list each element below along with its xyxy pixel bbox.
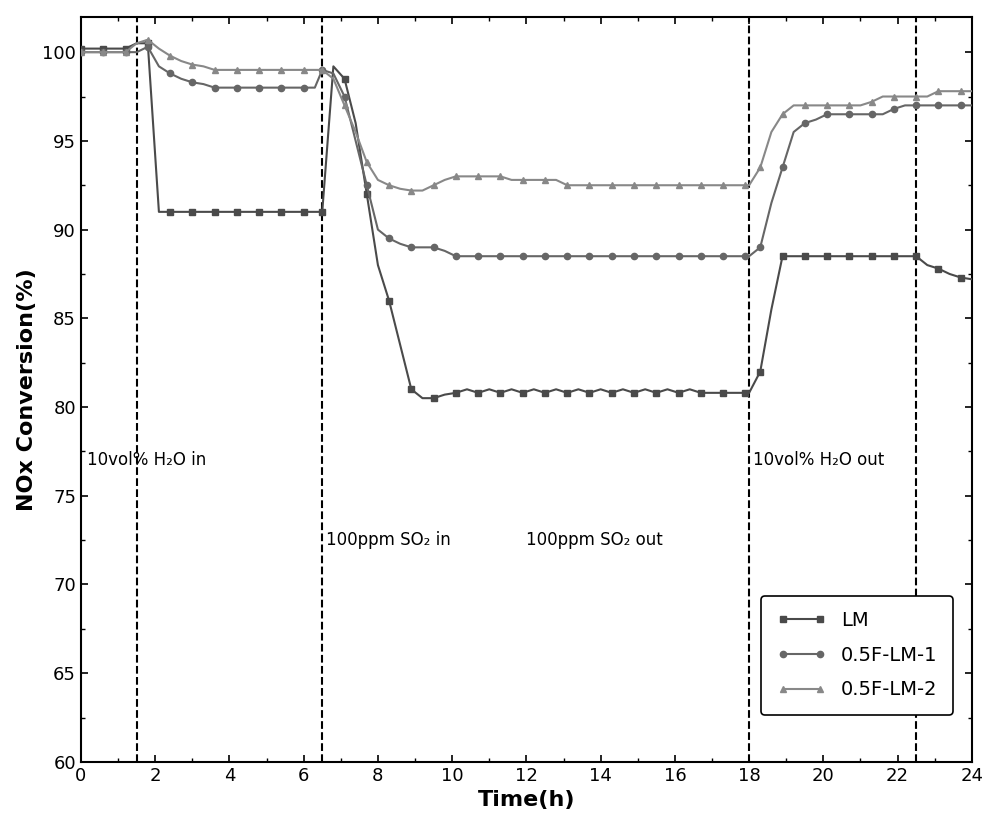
0.5F-LM-2 [405, 185, 417, 195]
0.5F-LM-2 [517, 175, 529, 185]
0.5F-LM-1 [810, 115, 822, 125]
LM [517, 388, 529, 398]
LM [788, 251, 800, 261]
0.5F-LM-1 [327, 69, 339, 79]
LM [339, 74, 351, 84]
0.5F-LM-2 [75, 47, 87, 57]
0.5F-LM-1 [966, 100, 978, 110]
Text: 10vol% H₂O in: 10vol% H₂O in [87, 452, 206, 470]
Line: 0.5F-LM-2: 0.5F-LM-2 [78, 36, 975, 194]
0.5F-LM-2 [142, 35, 154, 45]
LM [327, 61, 339, 71]
0.5F-LM-2 [339, 100, 351, 110]
LM [416, 393, 428, 403]
0.5F-LM-2 [810, 100, 822, 110]
0.5F-LM-1 [450, 251, 462, 261]
Text: 100ppm SO₂ out: 100ppm SO₂ out [526, 531, 663, 549]
0.5F-LM-2 [788, 100, 800, 110]
LM [75, 44, 87, 54]
LM [810, 251, 822, 261]
Y-axis label: NOx Conversion(%): NOx Conversion(%) [17, 268, 37, 510]
Line: LM: LM [78, 41, 975, 401]
0.5F-LM-2 [966, 86, 978, 96]
0.5F-LM-1 [142, 42, 154, 52]
0.5F-LM-1 [788, 127, 800, 137]
0.5F-LM-1 [298, 83, 310, 93]
0.5F-LM-2 [298, 65, 310, 75]
Legend: LM, 0.5F-LM-1, 0.5F-LM-2: LM, 0.5F-LM-1, 0.5F-LM-2 [761, 595, 953, 715]
0.5F-LM-1 [517, 251, 529, 261]
Text: 100ppm SO₂ in: 100ppm SO₂ in [326, 531, 451, 549]
LM [298, 207, 310, 217]
Text: 10vol% H₂O out: 10vol% H₂O out [753, 452, 884, 470]
0.5F-LM-1 [339, 92, 351, 102]
Line: 0.5F-LM-1: 0.5F-LM-1 [78, 44, 975, 260]
X-axis label: Time(h): Time(h) [478, 791, 575, 810]
0.5F-LM-2 [327, 74, 339, 84]
0.5F-LM-1 [75, 47, 87, 57]
LM [966, 275, 978, 284]
LM [131, 38, 143, 48]
